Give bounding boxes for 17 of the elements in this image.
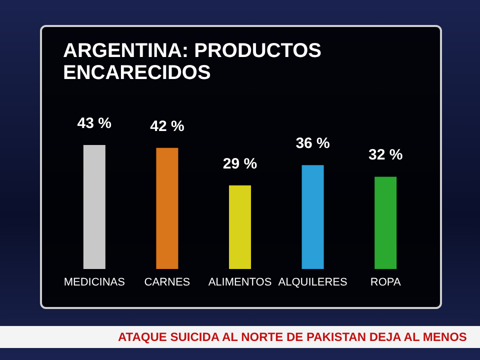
- x-tick-label: ROPA: [370, 276, 402, 288]
- data-label: 36 %: [296, 135, 330, 152]
- data-label: 32 %: [368, 146, 403, 164]
- bar: [229, 185, 251, 269]
- data-label: 29 %: [222, 155, 258, 172]
- x-tick-label: ALQUILERES: [278, 276, 348, 288]
- bar: [374, 176, 397, 269]
- data-label: 42 %: [150, 118, 184, 135]
- text: ATAQUE SUICIDA AL NORTE DE PAKISTAN DEJA AL MENOS: [0, 326, 480, 348]
- bar: [302, 165, 324, 269]
- bar: [83, 145, 106, 269]
- x-tick-label: MEDICINAS: [64, 276, 125, 288]
- data-label: 43 %: [77, 115, 112, 132]
- x-tick-label: CARNES: [144, 276, 190, 288]
- bar: [156, 148, 178, 269]
- chart-title: ARGENTINA: PRODUCTOS ENCARECIDOS: [63, 40, 322, 84]
- x-tick-label: ALIMENTOS: [208, 276, 272, 288]
